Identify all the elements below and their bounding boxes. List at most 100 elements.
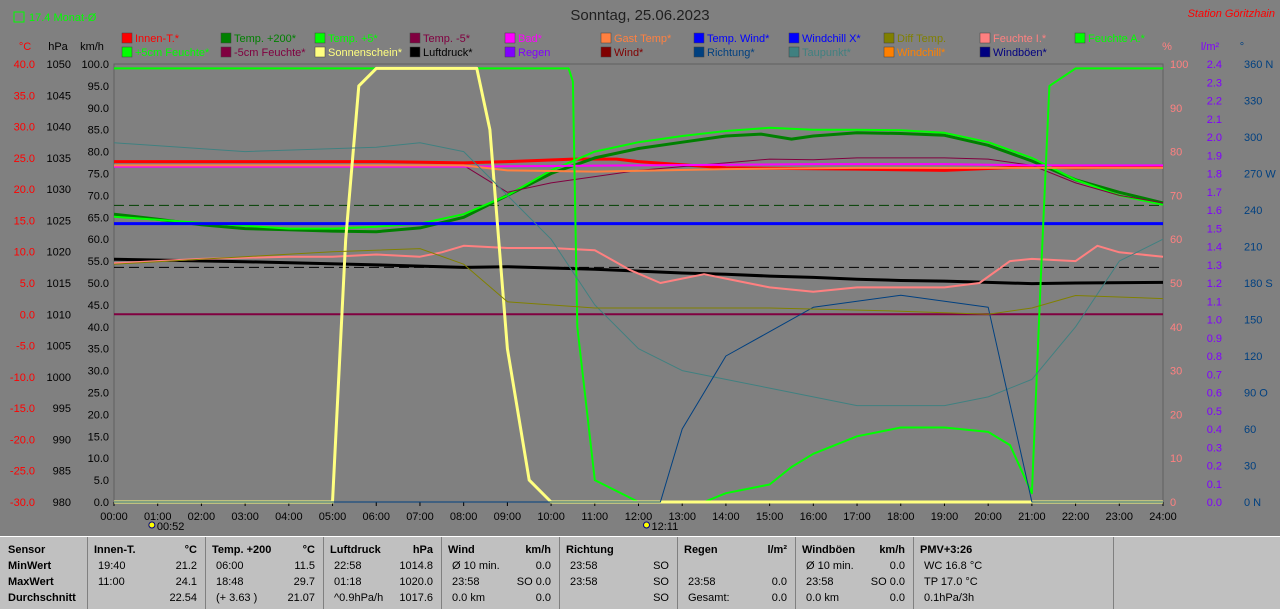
x-tick-label: 02:00 [188, 511, 216, 523]
station-name: Station Göritzhain [1188, 8, 1275, 20]
legend-swatch [504, 46, 516, 58]
stats-cell-value: 1014.8 [399, 560, 433, 572]
x-tick-label: 15:00 [756, 511, 784, 523]
axis-unit-wind: km/h [80, 41, 104, 53]
y-tick-rain: 2.3 [1207, 77, 1222, 89]
x-tick-label: 05:00 [319, 511, 347, 523]
y-tick-rain: 0.6 [1207, 388, 1222, 400]
y-tick-wind: 5.0 [94, 475, 109, 487]
weather-chart: Sonntag, 25.06.2023 Station Göritzhain 17.… [10, 7, 1276, 533]
y-tick-rain: 0.5 [1207, 406, 1222, 418]
legend-swatch [600, 32, 612, 44]
x-tick-label: 20:00 [974, 511, 1002, 523]
stats-cell-value: 22.54 [169, 592, 197, 604]
stats-cell-label: Ø 10 min. [806, 560, 854, 572]
y-tick-temp: 30.0 [14, 122, 35, 134]
stats-block-unit: °C [184, 544, 197, 556]
legend-label: Temp. +5* [328, 33, 379, 45]
series-line [113, 257, 1164, 286]
y-tick-wind: 10.0 [88, 453, 109, 465]
y-tick-rain: 2.2 [1207, 96, 1222, 108]
legend-swatch [788, 32, 800, 44]
y-tick-rain: 1.5 [1207, 223, 1222, 235]
month-avg-swatch [13, 11, 25, 23]
y-tick-humid: 90 [1170, 103, 1182, 115]
y-tick-rain: 2.4 [1207, 59, 1222, 71]
series-line [114, 294, 1163, 503]
y-tick-temp: 20.0 [14, 184, 35, 196]
y-tick-rain: 1.1 [1207, 296, 1222, 308]
stats-cell-value: SO 0.0 [870, 576, 905, 588]
axis-unit-press: hPa [48, 41, 68, 53]
y-tick-rain: 1.3 [1207, 260, 1222, 272]
stats-block: Temp. +200 °C 06:00 11.5 18:48 29.7 (+ 3.63 ) 2… [206, 537, 324, 609]
stats-cell-value: SO 0.0 [516, 576, 551, 588]
series-line [114, 66, 1163, 504]
y-tick-wind: 30.0 [88, 366, 109, 378]
y-tick-wind: 0.0 [94, 497, 109, 509]
legend-label: Windböen* [993, 47, 1048, 59]
stats-cell-value: 24.1 [175, 576, 197, 588]
stats-block-title: Luftdruck [330, 544, 381, 556]
y-tick-humid: 20 [1170, 409, 1182, 421]
legend-swatch [121, 46, 133, 58]
legend-label: +5cm Feuchte* [135, 47, 210, 59]
stats-cell-value: 0.0 [771, 576, 787, 588]
y-tick-dir: 270 W [1244, 169, 1276, 181]
y-tick-humid: 50 [1170, 278, 1182, 290]
stats-block-unit: °C [302, 544, 315, 556]
y-tick-dir: 0 N [1244, 497, 1261, 509]
y-tick-press: 985 [53, 466, 71, 478]
y-tick-wind: 50.0 [88, 278, 109, 290]
y-tick-temp: 0.0 [20, 309, 35, 321]
y-tick-wind: 90.0 [88, 103, 109, 115]
legend-label: Richtung* [707, 47, 755, 59]
stats-block: Innen-T. °C 19:40 21.2 11:00 24.1 22.54 [88, 537, 206, 609]
y-tick-press: 990 [53, 434, 71, 446]
legend-label: Diff Temp. [897, 33, 946, 45]
stats-block-unit: hPa [412, 544, 433, 556]
y-tick-rain: 0.9 [1207, 333, 1222, 345]
y-tick-temp: -30.0 [10, 497, 35, 509]
legend-swatch [409, 46, 421, 58]
y-tick-dir: 180 S [1244, 278, 1273, 290]
y-tick-press: 1050 [47, 59, 71, 71]
stats-cell-value: 0.0 [535, 560, 551, 572]
y-tick-wind: 35.0 [88, 344, 109, 356]
y-tick-press: 1040 [47, 122, 71, 134]
stats-cell-value: SO [653, 592, 669, 604]
stats-cell-label: 23:58 [452, 576, 480, 588]
x-tick-label: 13:00 [668, 511, 696, 523]
stats-cell-label: ^0.9hPa/h [334, 592, 384, 604]
y-tick-wind: 65.0 [88, 212, 109, 224]
legend-label: Taupunkt* [802, 47, 852, 59]
legend-label: Windchill* [897, 47, 946, 59]
y-tick-rain: 0.3 [1207, 442, 1222, 454]
y-tick-rain: 0.1 [1207, 479, 1222, 491]
x-tick-label: 12:00 [625, 511, 653, 523]
stats-label-avg: Durchschnitt [8, 592, 76, 604]
y-tick-wind: 85.0 [88, 125, 109, 137]
solar-noon-label: 12:11 [652, 521, 679, 533]
y-tick-rain: 0.8 [1207, 351, 1222, 363]
y-tick-rain: 0.2 [1207, 461, 1222, 473]
y-tick-wind: 25.0 [88, 388, 109, 400]
x-tick-label: 21:00 [1018, 511, 1046, 523]
y-tick-press: 1015 [47, 278, 71, 290]
stats-cell-label: 18:48 [216, 576, 244, 588]
x-tick-label: 09:00 [494, 511, 522, 523]
series-line [114, 163, 1163, 168]
y-tick-temp: 10.0 [14, 247, 35, 259]
y-tick-dir: 300 [1244, 132, 1262, 144]
legend-label: Bad* [518, 33, 543, 45]
y-tick-temp: 5.0 [20, 278, 35, 290]
stats-cell-label: 0.0 km [806, 592, 840, 604]
stats-cell-label: 23:58 [570, 560, 598, 572]
y-tick-humid: 10 [1170, 453, 1182, 465]
sunrise-label: 00:52 [157, 521, 185, 533]
legend-swatch [314, 46, 326, 58]
legend-swatch [788, 46, 800, 58]
stats-block-unit: km/h [879, 544, 905, 556]
stats-cell-value: 0.0 [889, 592, 905, 604]
stats-label-min: MinWert [8, 560, 52, 572]
